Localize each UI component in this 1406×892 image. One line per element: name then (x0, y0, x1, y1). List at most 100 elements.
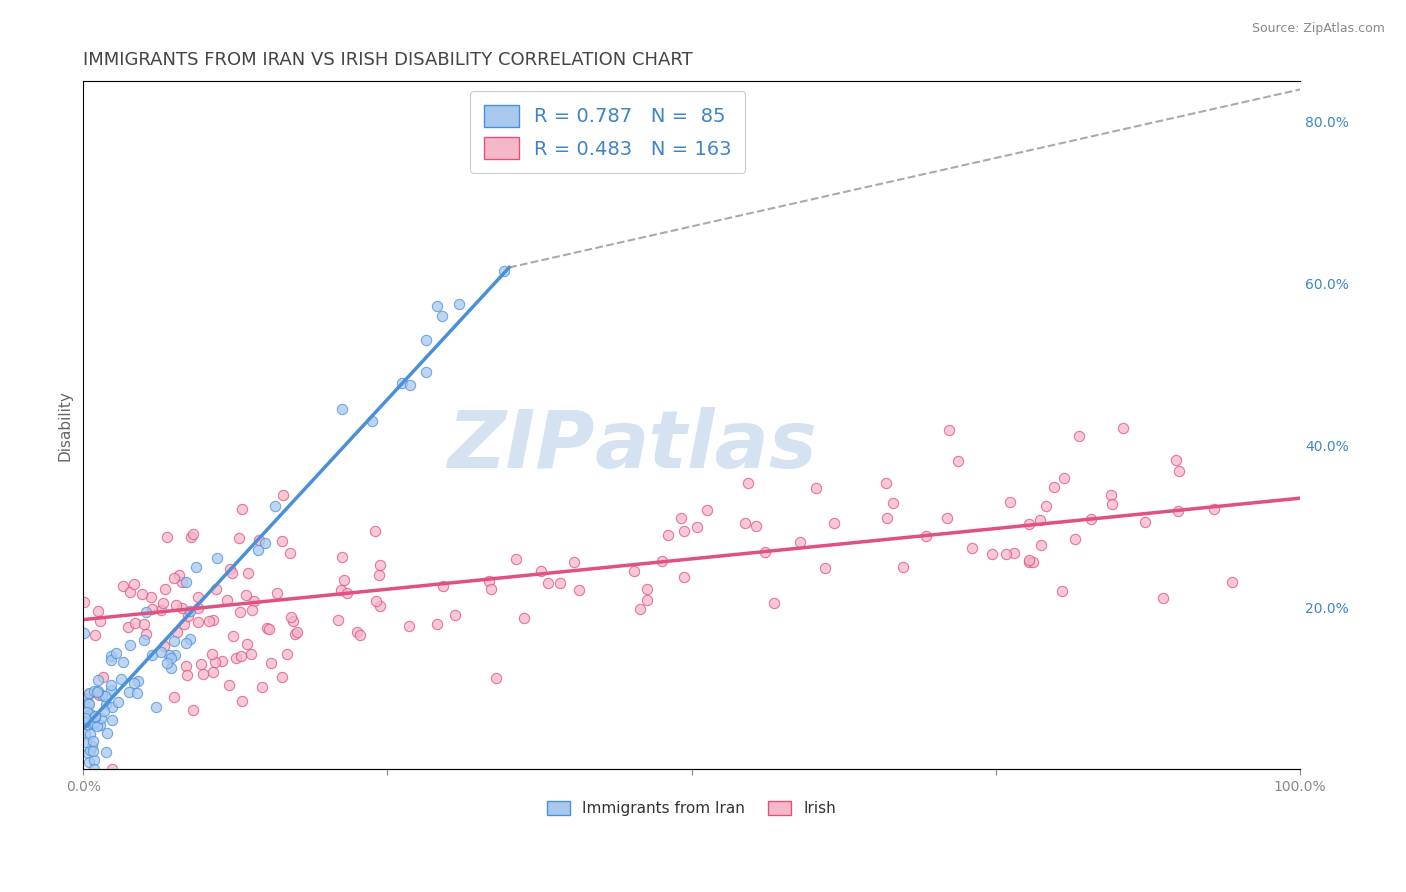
Point (135, 627, 157, 641)
Point (415, 333, 437, 347)
Point (1069, 428, 1091, 442)
Point (218, 562, 240, 576)
Point (100, 683, 122, 698)
Point (995, 547, 1018, 561)
Text: Source: ZipAtlas.com: Source: ZipAtlas.com (1251, 22, 1385, 36)
Point (125, 686, 148, 700)
Point (82, 739, 104, 753)
Point (187, 615, 209, 629)
Point (229, 605, 252, 619)
Point (141, 602, 163, 616)
Point (117, 620, 139, 634)
Point (1080, 512, 1102, 526)
Point (432, 579, 454, 593)
Point (240, 603, 263, 617)
Point (257, 622, 280, 636)
Point (330, 549, 353, 564)
Point (891, 560, 914, 574)
Point (264, 499, 287, 513)
Point (287, 624, 309, 639)
Point (628, 602, 651, 616)
Point (79, 715, 101, 730)
Point (187, 591, 209, 605)
Point (1101, 497, 1123, 511)
Point (1035, 499, 1057, 513)
Point (100, 649, 122, 664)
Point (256, 621, 278, 635)
Point (225, 650, 247, 665)
Point (77, 718, 100, 732)
Point (368, 599, 391, 613)
Point (127, 674, 149, 689)
Point (204, 655, 226, 669)
Point (1111, 421, 1133, 435)
Point (83, 762, 105, 776)
Point (181, 703, 204, 717)
Point (222, 629, 245, 643)
Point (1168, 464, 1191, 478)
Point (163, 648, 186, 662)
Point (260, 656, 283, 670)
Point (368, 568, 391, 582)
Point (1018, 553, 1040, 567)
Text: IMMIGRANTS FROM IRAN VS IRISH DISABILITY CORRELATION CHART: IMMIGRANTS FROM IRAN VS IRISH DISABILITY… (83, 51, 693, 69)
Point (875, 476, 897, 491)
Point (823, 516, 845, 530)
Point (111, 579, 134, 593)
Point (77, 746, 100, 760)
Point (193, 667, 215, 681)
Point (228, 531, 250, 545)
Point (651, 554, 673, 568)
Point (101, 762, 124, 776)
Point (180, 530, 202, 544)
Point (100, 699, 122, 714)
Legend: Immigrants from Iran, Irish: Immigrants from Iran, Irish (540, 793, 844, 823)
Point (75, 735, 97, 749)
Point (1029, 539, 1052, 553)
Point (415, 365, 437, 379)
Point (79, 707, 101, 722)
Point (745, 519, 768, 533)
Point (1050, 583, 1073, 598)
Point (89, 718, 111, 732)
Point (135, 606, 157, 620)
Point (330, 402, 353, 417)
Point (360, 414, 382, 428)
Point (218, 678, 240, 692)
Point (202, 665, 225, 680)
Point (153, 639, 176, 653)
Point (623, 564, 645, 578)
Point (75, 708, 97, 723)
Point (236, 566, 259, 581)
Point (271, 670, 294, 684)
Point (1152, 591, 1174, 606)
Point (110, 672, 132, 686)
Point (86, 685, 108, 699)
Point (205, 551, 228, 566)
Point (90, 711, 112, 725)
Text: ZIP: ZIP (447, 407, 595, 485)
Point (657, 527, 679, 541)
Point (163, 571, 186, 585)
Point (73, 714, 96, 729)
Point (364, 524, 387, 538)
Point (179, 632, 201, 647)
Point (176, 636, 198, 650)
Point (231, 694, 253, 708)
Point (181, 527, 204, 541)
Point (686, 520, 709, 534)
Point (335, 586, 357, 600)
Point (79, 756, 101, 770)
Point (131, 587, 153, 601)
Point (672, 524, 695, 538)
Point (762, 596, 785, 610)
Point (1166, 453, 1188, 467)
Point (83, 684, 105, 698)
Text: atlas: atlas (595, 407, 817, 485)
Point (366, 594, 388, 608)
Point (75, 692, 97, 706)
Point (426, 299, 449, 313)
Point (101, 713, 124, 727)
Point (537, 576, 560, 591)
Point (83, 710, 105, 724)
